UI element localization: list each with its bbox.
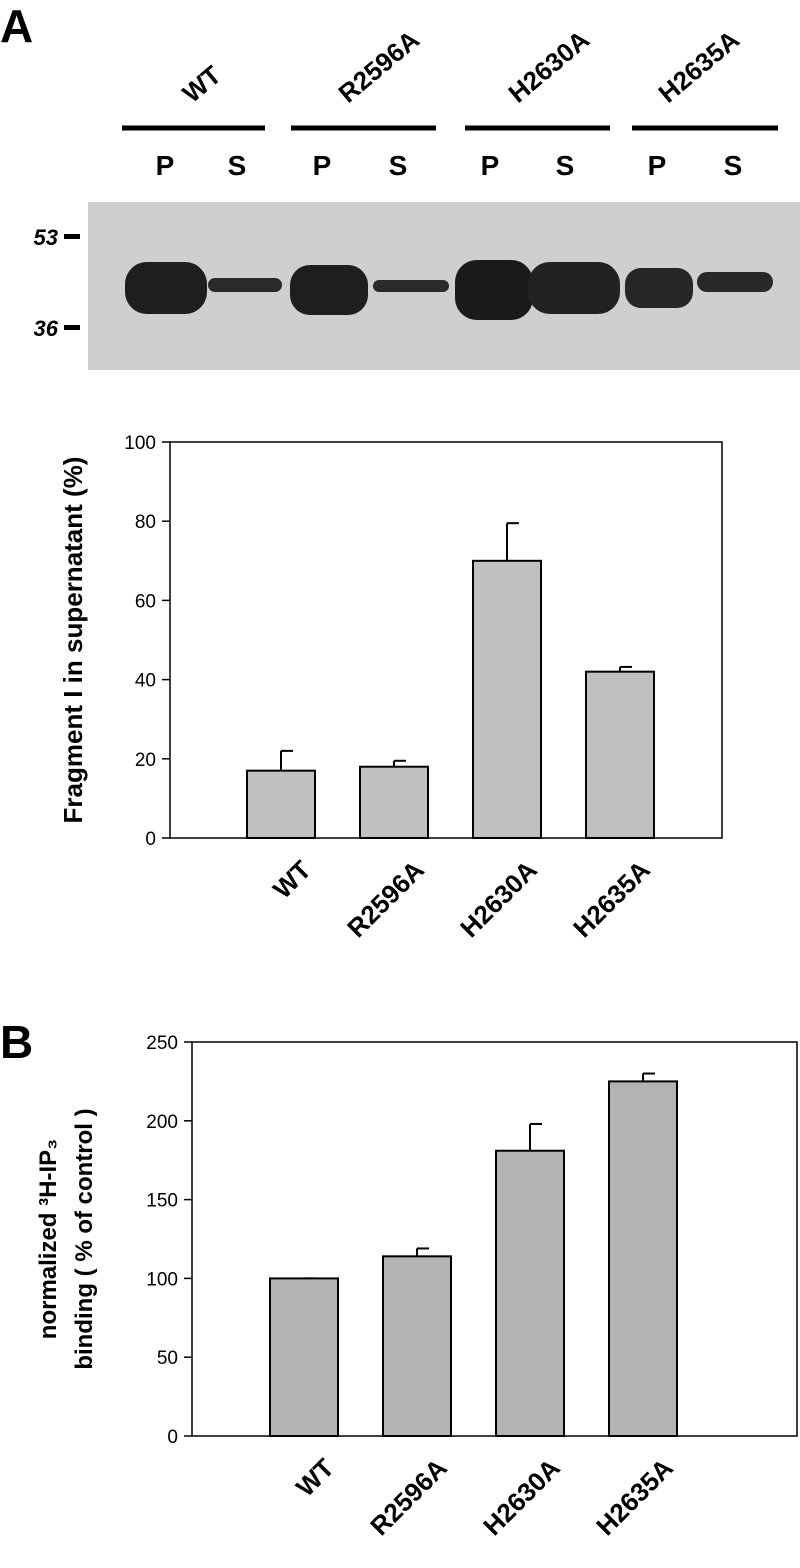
fraction-label: P	[313, 150, 332, 181]
fraction-label: S	[556, 150, 575, 181]
plot-frame	[169, 441, 723, 839]
x-tick-label: WT	[267, 855, 317, 905]
lane-label: R2596A	[333, 24, 426, 108]
marker-dash	[64, 325, 80, 330]
marker-dash	[64, 234, 80, 239]
lane-label: H2635A	[653, 24, 746, 108]
bar	[608, 1080, 678, 1438]
plot-frame	[191, 1041, 798, 1437]
x-tick-label: H2630A	[454, 854, 543, 943]
y-axis-label: Fragment I in supernatant (%)	[58, 457, 88, 824]
y-axis-label: normalized ³H-IP₃	[35, 1139, 62, 1339]
bar	[246, 769, 316, 839]
fraction-label: P	[481, 150, 500, 181]
bar	[359, 765, 429, 839]
x-tick-label: H2635A	[567, 854, 656, 943]
panel-label: B	[0, 1016, 33, 1068]
lane-label: WT	[177, 60, 227, 109]
band	[125, 262, 207, 314]
y-tick-label: 150	[146, 1191, 178, 1212]
band	[625, 268, 693, 308]
band	[208, 278, 282, 292]
x-tick-label: WT	[290, 1453, 340, 1503]
fraction-label: S	[724, 150, 743, 181]
fraction-label: S	[389, 150, 408, 181]
marker-label: 53	[34, 225, 58, 250]
band	[373, 280, 449, 292]
blot-image	[64, 202, 800, 370]
bar	[382, 1255, 452, 1438]
y-tick-label: 20	[135, 750, 156, 771]
y-tick-label: 0	[167, 1427, 178, 1448]
band	[290, 265, 368, 315]
marker-label: 36	[34, 316, 59, 341]
y-tick-label: 200	[146, 1112, 178, 1133]
panel-label: A	[0, 0, 33, 52]
lane-label: H2630A	[503, 24, 596, 108]
x-tick-label: H2630A	[477, 1452, 566, 1541]
bar	[472, 559, 542, 839]
fraction-label: S	[228, 150, 247, 181]
y-tick-label: 100	[124, 433, 156, 454]
x-tick-label: H2635A	[590, 1452, 679, 1541]
y-axis-label: binding ( % of control )	[71, 1108, 98, 1369]
bar	[585, 670, 655, 839]
bar	[269, 1277, 339, 1438]
x-tick-label: R2596A	[341, 854, 430, 943]
y-tick-label: 100	[146, 1269, 178, 1290]
y-tick-label: 60	[135, 591, 156, 612]
band	[455, 260, 533, 320]
y-tick-label: 40	[135, 671, 156, 692]
band	[528, 262, 620, 314]
bar	[495, 1149, 565, 1438]
fraction-label: P	[156, 150, 175, 181]
fraction-label: P	[648, 150, 667, 181]
y-tick-label: 50	[157, 1348, 178, 1369]
x-tick-label: R2596A	[364, 1452, 453, 1541]
y-tick-label: 250	[146, 1033, 178, 1054]
y-tick-label: 80	[135, 512, 156, 533]
y-tick-label: 0	[145, 829, 156, 850]
band	[697, 272, 773, 292]
